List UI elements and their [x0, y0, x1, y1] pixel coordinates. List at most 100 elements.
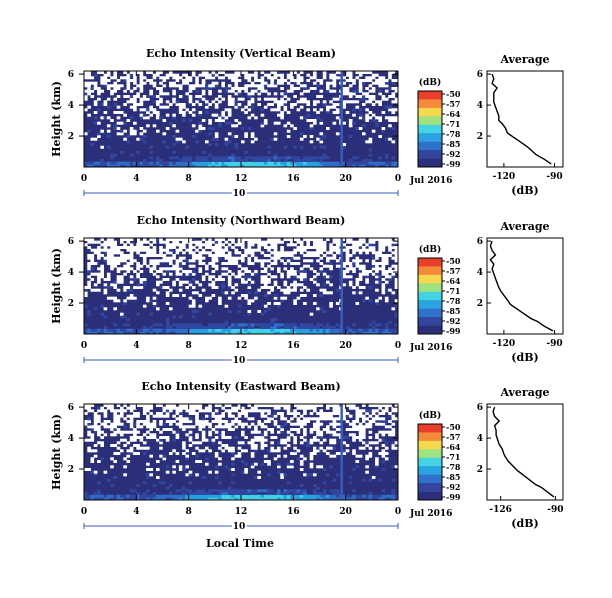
echo-cell — [362, 81, 366, 85]
echo-cell — [90, 470, 95, 474]
gap-cell — [172, 124, 176, 128]
gap-cell — [391, 71, 396, 74]
gap-cell — [299, 420, 304, 423]
gap-cell — [394, 406, 399, 410]
gap-cell — [332, 89, 337, 93]
gap-cell — [237, 103, 242, 106]
gap-cell — [234, 248, 239, 252]
gap-cell — [257, 243, 261, 247]
gap-cell — [221, 272, 225, 276]
gap-cell — [159, 246, 163, 249]
gap-cell — [306, 119, 310, 122]
gap-cell — [231, 246, 235, 249]
gap-cell — [326, 238, 330, 241]
echo-cell — [188, 164, 193, 168]
echo-cell — [316, 164, 320, 168]
gap-cell — [280, 259, 284, 263]
colorbar-tick-label: -99 — [446, 159, 461, 169]
echo-cell — [299, 494, 304, 498]
gap-cell — [290, 433, 294, 437]
gap-cell — [299, 404, 304, 407]
gap-cell — [116, 270, 121, 273]
echo-cell — [335, 161, 340, 165]
echo-cell — [182, 323, 186, 327]
gap-cell — [136, 71, 140, 74]
gap-cell — [381, 256, 386, 260]
gap-cell — [342, 417, 346, 421]
gap-cell — [156, 414, 160, 418]
gap-cell — [149, 113, 153, 117]
gap-cell — [165, 113, 170, 117]
echo-cell — [388, 414, 392, 418]
gap-cell — [106, 248, 111, 252]
gap-cell — [159, 422, 163, 426]
echo-cell — [224, 328, 229, 332]
echo-cell — [250, 462, 255, 466]
echo-cell — [84, 328, 88, 332]
echo-cell — [211, 73, 216, 77]
gap-cell — [224, 116, 229, 120]
gap-cell — [175, 294, 180, 297]
gap-cell — [316, 430, 320, 434]
echo-cell — [182, 486, 186, 490]
gap-cell — [280, 296, 284, 300]
gap-cell — [358, 87, 363, 90]
echo-cell — [326, 164, 330, 168]
gap-cell — [218, 302, 222, 305]
gap-cell — [316, 243, 320, 247]
gap-cell — [97, 97, 101, 101]
gap-cell — [129, 406, 134, 410]
gap-cell — [129, 259, 134, 263]
echo-cell — [381, 129, 386, 133]
gap-cell — [162, 414, 167, 418]
gap-cell — [162, 436, 167, 439]
echo-cell — [273, 425, 278, 429]
gap-cell — [345, 428, 350, 431]
echo-cell — [198, 156, 203, 160]
gap-cell — [185, 409, 189, 413]
echo-cell — [175, 100, 180, 104]
echo-cell — [178, 315, 183, 319]
gap-cell — [277, 79, 281, 82]
gap-cell — [348, 240, 353, 244]
echo-cell — [355, 291, 360, 295]
echo-cell — [250, 156, 255, 160]
gap-cell — [120, 409, 124, 413]
echo-cell — [188, 492, 193, 495]
gap-cell — [234, 243, 239, 247]
gap-cell — [195, 129, 199, 133]
gap-cell — [260, 240, 265, 244]
gap-cell — [286, 420, 291, 423]
echo-cell — [352, 468, 356, 471]
y-axis-label: Height (km) — [50, 414, 63, 490]
echo-cell — [90, 494, 95, 498]
gap-cell — [316, 428, 320, 431]
gap-cell — [106, 420, 111, 423]
gap-cell — [267, 240, 271, 244]
echo-cell — [175, 161, 180, 165]
gap-cell — [175, 129, 180, 133]
gap-cell — [375, 457, 379, 461]
echo-cell — [227, 140, 232, 144]
gap-cell — [267, 238, 271, 241]
echo-cell — [172, 156, 176, 160]
gap-cell — [277, 404, 281, 407]
gap-cell — [120, 278, 124, 281]
gap-cell — [139, 246, 144, 249]
gap-cell — [188, 95, 193, 98]
gap-cell — [123, 89, 127, 93]
gap-cell — [254, 425, 258, 429]
echo-cell — [152, 331, 157, 335]
gap-cell — [126, 296, 131, 300]
echo-cell — [394, 164, 399, 168]
gap-cell — [247, 299, 252, 303]
gap-cell — [116, 87, 121, 90]
echo-cell — [188, 323, 193, 327]
gap-cell — [100, 430, 104, 434]
gap-cell — [201, 278, 206, 281]
echo-cell — [126, 318, 131, 321]
gap-cell — [358, 272, 363, 276]
gap-cell — [384, 430, 389, 434]
gap-cell — [205, 246, 209, 249]
colorbar-tick-label: -57 — [446, 432, 460, 442]
